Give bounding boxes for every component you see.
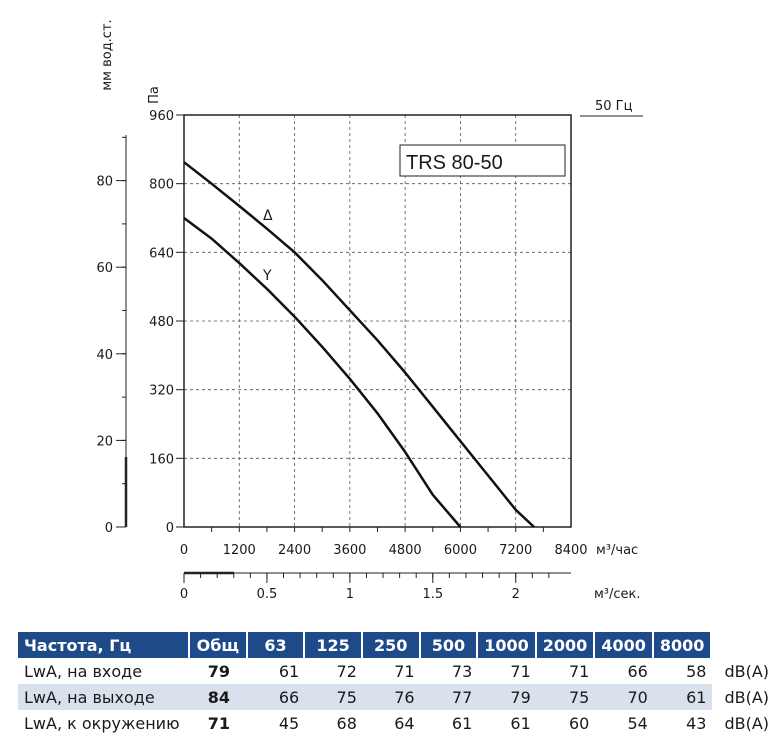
x2-tick-label: 2 — [512, 587, 520, 602]
cell-250: 76 — [362, 684, 421, 710]
x-tick-label: 1200 — [223, 543, 256, 558]
x-axis-label: м³/час — [596, 543, 638, 558]
x-tick-label: 2400 — [278, 543, 311, 558]
y2-axis-label: мм вод.ст. — [100, 19, 115, 90]
sound-power-table: Частота, Гц Общ 63 125 250 500 1000 2000… — [18, 632, 775, 736]
header-4000: 4000 — [595, 632, 654, 658]
x2-tick-label: 0.5 — [257, 587, 278, 602]
y2-tick-label: 20 — [96, 434, 113, 449]
cell-125: 68 — [336, 713, 357, 733]
cell-2000: 71 — [568, 661, 590, 681]
cell-250: 71 — [394, 661, 415, 681]
header-500: 500 — [420, 632, 479, 658]
y-axis-label: Па — [147, 86, 162, 104]
row-label: LwA, на входе — [24, 661, 143, 681]
x2-tick-label: 0 — [180, 587, 188, 602]
cell-2000: 75 — [536, 684, 596, 710]
header-frequency: Частота, Гц — [18, 632, 190, 658]
header-total: Общ — [189, 632, 248, 658]
series-label-1: Δ — [263, 208, 273, 224]
row-total: 71 — [207, 713, 230, 733]
cell-8000: 61 — [653, 684, 713, 710]
cell-1000: 71 — [510, 661, 531, 681]
y2-tick-label: 60 — [96, 261, 113, 276]
cell-500: 77 — [420, 684, 479, 710]
cell-63: 66 — [247, 684, 306, 710]
cell-250: 64 — [394, 713, 415, 733]
y2-tick-label: 40 — [96, 348, 113, 363]
table-header-row: Частота, Гц Общ 63 125 250 500 1000 2000… — [18, 632, 775, 658]
cell-500: 73 — [451, 661, 473, 681]
table-row-outlet: LwA, на выходе 84 66 75 76 77 79 75 70 6… — [18, 684, 775, 710]
x2-axis-label: м³/сек. — [594, 587, 641, 602]
header-2000: 2000 — [536, 632, 596, 658]
row-unit: dB(A) — [712, 684, 775, 710]
table-row-surroundings: LwA, к окружению 71 45 68 64 61 61 60 54… — [18, 710, 775, 736]
series-line-1 — [183, 161, 535, 528]
x2-tick-label: 1 — [346, 587, 354, 602]
header-250: 250 — [362, 632, 421, 658]
cell-63: 61 — [278, 661, 300, 681]
header-1000: 1000 — [478, 632, 537, 658]
y-tick-label: 480 — [149, 315, 174, 330]
header-spacer — [712, 632, 775, 658]
x-tick-label: 6000 — [444, 543, 477, 558]
row-total: 84 — [189, 684, 248, 710]
cell-2000: 60 — [568, 713, 590, 733]
cell-63: 45 — [278, 713, 300, 733]
cell-8000: 58 — [686, 661, 707, 681]
row-unit: dB(A) — [724, 713, 769, 733]
title-box — [399, 144, 566, 177]
y-tick-label: 320 — [149, 384, 174, 399]
y-tick-label: 800 — [149, 178, 174, 193]
series-line-2 — [183, 216, 462, 528]
cell-125: 75 — [305, 684, 363, 710]
cell-8000: 43 — [686, 713, 707, 733]
x-tick-label: 4800 — [389, 543, 422, 558]
header-63: 63 — [247, 632, 306, 658]
y-tick-label: 640 — [149, 246, 174, 261]
x-tick-label: 8400 — [554, 543, 587, 558]
header-125: 125 — [305, 632, 363, 658]
row-label: LwA, на выходе — [18, 684, 190, 710]
table-row-inlet: LwA, на входе 79 61 72 71 73 71 71 66 58… — [18, 658, 775, 684]
x-tick-label: 0 — [180, 543, 188, 558]
y-tick-label: 960 — [149, 109, 174, 124]
cell-4000: 70 — [595, 684, 654, 710]
row-label: LwA, к окружению — [24, 713, 180, 733]
x-tick-label: 7200 — [499, 543, 532, 558]
y2-tick-label: 80 — [96, 175, 113, 190]
chart-title: TRS 80-50 — [406, 152, 503, 174]
cell-4000: 54 — [627, 713, 648, 733]
x-tick-label: 3600 — [333, 543, 366, 558]
frequency-label: 50 Гц — [595, 99, 633, 114]
cell-4000: 66 — [627, 661, 648, 681]
header-8000: 8000 — [653, 632, 713, 658]
y-tick-label: 160 — [149, 452, 174, 467]
row-unit: dB(A) — [724, 661, 769, 681]
x2-tick-label: 1.5 — [422, 587, 443, 602]
y2-tick-label: 0 — [105, 521, 113, 536]
cell-125: 72 — [336, 661, 357, 681]
y-tick-label: 0 — [166, 521, 174, 536]
cell-1000: 79 — [478, 684, 537, 710]
series-label-2: Y — [262, 268, 272, 284]
row-total: 79 — [207, 661, 230, 681]
cell-500: 61 — [451, 713, 473, 733]
cell-1000: 61 — [510, 713, 531, 733]
